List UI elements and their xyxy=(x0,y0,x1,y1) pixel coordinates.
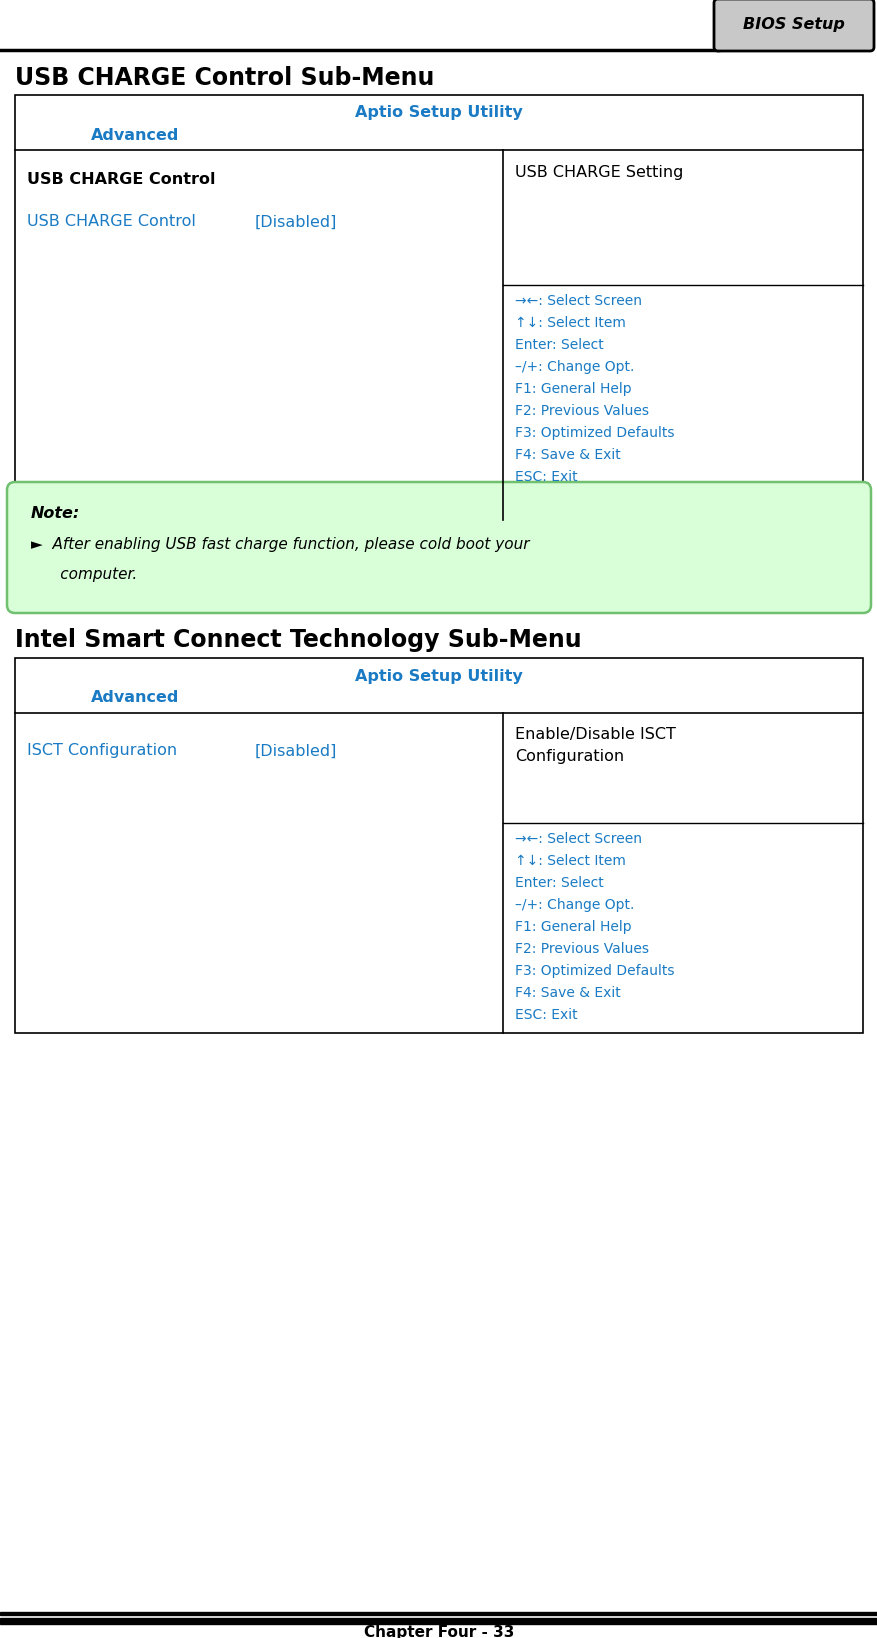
Text: Note:: Note: xyxy=(31,506,80,521)
Text: F2: Previous Values: F2: Previous Values xyxy=(515,942,648,957)
Text: USB CHARGE Control: USB CHARGE Control xyxy=(27,215,196,229)
Text: computer.: computer. xyxy=(31,567,137,583)
Text: F2: Previous Values: F2: Previous Values xyxy=(515,405,648,418)
Text: ESC: Exit: ESC: Exit xyxy=(515,1007,577,1022)
Text: F4: Save & Exit: F4: Save & Exit xyxy=(515,986,620,1001)
Text: F1: General Help: F1: General Help xyxy=(515,382,631,396)
Text: F3: Optimized Defaults: F3: Optimized Defaults xyxy=(515,965,674,978)
Bar xyxy=(0,1618,877,1623)
Text: ISCT Configuration: ISCT Configuration xyxy=(27,744,177,758)
Text: →←: Select Screen: →←: Select Screen xyxy=(515,832,641,845)
Text: Enter: Select: Enter: Select xyxy=(515,876,603,889)
Text: USB CHARGE Control Sub-Menu: USB CHARGE Control Sub-Menu xyxy=(15,66,434,90)
Text: Advanced: Advanced xyxy=(90,128,179,143)
Text: F4: Save & Exit: F4: Save & Exit xyxy=(515,449,620,462)
Text: Configuration: Configuration xyxy=(515,750,624,765)
Text: [Disabled]: [Disabled] xyxy=(254,744,337,758)
Bar xyxy=(15,658,862,1034)
Text: USB CHARGE Control: USB CHARGE Control xyxy=(27,172,215,187)
Bar xyxy=(0,1612,877,1615)
Text: ↑↓: Select Item: ↑↓: Select Item xyxy=(515,853,625,868)
Text: ►  After enabling USB fast charge function, please cold boot your: ► After enabling USB fast charge functio… xyxy=(31,537,529,552)
Text: Intel Smart Connect Technology Sub-Menu: Intel Smart Connect Technology Sub-Menu xyxy=(15,627,581,652)
Text: F1: General Help: F1: General Help xyxy=(515,921,631,934)
Text: BIOS Setup: BIOS Setup xyxy=(742,18,844,33)
Text: USB CHARGE Setting: USB CHARGE Setting xyxy=(515,164,682,180)
Text: Enable/Disable ISCT: Enable/Disable ISCT xyxy=(515,727,675,742)
Text: Aptio Setup Utility: Aptio Setup Utility xyxy=(354,105,523,121)
Text: →←: Select Screen: →←: Select Screen xyxy=(515,293,641,308)
Text: Enter: Select: Enter: Select xyxy=(515,337,603,352)
FancyBboxPatch shape xyxy=(713,0,873,51)
Text: –/+: Change Opt.: –/+: Change Opt. xyxy=(515,360,634,373)
Text: Aptio Setup Utility: Aptio Setup Utility xyxy=(354,668,523,683)
Text: [Disabled]: [Disabled] xyxy=(254,215,337,229)
Text: ESC: Exit: ESC: Exit xyxy=(515,470,577,483)
Text: ↑↓: Select Item: ↑↓: Select Item xyxy=(515,316,625,329)
Text: Chapter Four - 33: Chapter Four - 33 xyxy=(363,1625,514,1638)
Bar xyxy=(15,95,862,519)
Text: –/+: Change Opt.: –/+: Change Opt. xyxy=(515,898,634,912)
FancyBboxPatch shape xyxy=(7,482,870,613)
Text: F3: Optimized Defaults: F3: Optimized Defaults xyxy=(515,426,674,441)
Text: Advanced: Advanced xyxy=(90,691,179,706)
